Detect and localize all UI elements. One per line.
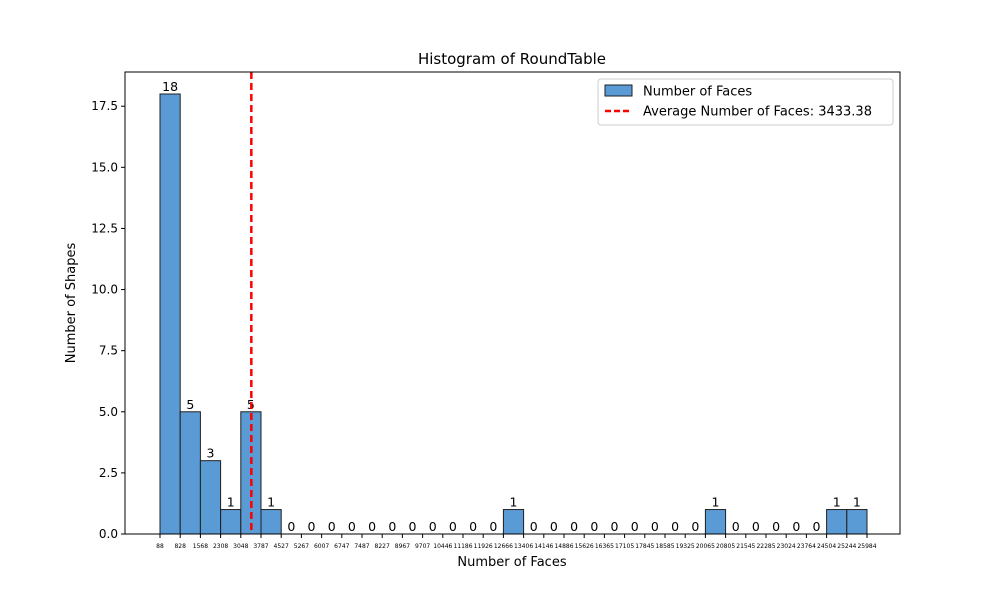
x-tick-label: 19325 [676,543,695,550]
y-tick-label: 7.5 [99,344,118,358]
x-tick-label: 18585 [655,543,674,550]
y-axis-label: Number of Shapes [64,243,79,364]
x-tick-label: 20805 [716,543,735,550]
legend: Number of Faces Average Number of Faces:… [597,78,894,126]
bar-count-label: 0 [732,519,740,534]
plot-frame [124,71,901,535]
x-tick-label: 16365 [595,543,614,550]
legend-bar-swatch [604,84,633,97]
bar-count-label: 0 [792,519,800,534]
bar-count-label: 5 [186,397,194,412]
x-tick-label: 3048 [233,543,248,550]
bar-count-label: 0 [530,519,538,534]
x-tick-label: 17845 [635,543,654,550]
x-tick-label: 15626 [575,543,594,550]
x-tick-label: 21545 [736,543,755,550]
bar-count-label: 0 [651,519,659,534]
x-tick-label: 23764 [797,543,816,550]
bar-count-label: 0 [308,519,316,534]
bar-count-label: 0 [611,519,619,534]
x-tick-label: 25244 [837,543,856,550]
histogram-bar [179,411,201,535]
y-tick-label: 10.0 [91,283,118,297]
x-tick-label: 23024 [777,543,796,550]
bar-count-label: 0 [429,519,437,534]
chart-title: Histogram of RoundTable [418,50,606,68]
y-tick-label: 12.5 [91,221,118,235]
bar-count-label: 0 [813,519,821,534]
x-tick-label: 1568 [193,543,208,550]
x-tick-label: 8967 [395,543,410,550]
bar-count-label: 0 [590,519,598,534]
bar-count-label: 0 [348,519,356,534]
x-tick-label: 9707 [415,543,430,550]
x-tick-label: 6007 [314,543,329,550]
bar-count-label: 0 [671,519,679,534]
x-tick-label: 24504 [817,543,836,550]
bar-count-label: 0 [368,519,376,534]
y-tick-label: 5.0 [99,405,118,419]
bar-count-label: 1 [510,495,518,510]
x-tick-label: 828 [174,543,186,550]
bar-count-label: 0 [570,519,578,534]
x-tick-label: 7487 [354,543,369,550]
histogram-bar [199,460,222,535]
histogram-bar [704,509,727,535]
bar-count-label: 0 [772,519,780,534]
bar-count-label: 0 [469,519,477,534]
x-tick-label: 8227 [375,543,390,550]
bar-count-label: 1 [833,495,841,510]
histogram-bar [159,93,181,535]
x-tick-label: 11186 [453,543,472,550]
x-tick-label: 5267 [294,543,309,550]
x-axis-label: Number of Faces [457,555,566,570]
bar-count-label: 1 [712,495,720,510]
legend-box [597,78,894,126]
x-tick-label: 10446 [433,543,452,550]
histogram-bar [260,509,282,535]
bar-count-label: 3 [207,446,215,461]
bar-count-label: 0 [409,519,417,534]
x-tick-label: 12666 [494,543,513,550]
histogram-bar [502,509,525,535]
x-tick-label: 17105 [615,543,634,550]
bar-count-label: 0 [449,519,457,534]
bar-count-label: 18 [162,79,178,94]
x-tick-label: 22285 [756,543,775,550]
x-tick-label: 6747 [334,543,349,550]
bar-count-label: 0 [388,519,396,534]
x-tick-label: 11926 [474,543,493,550]
y-tick-label: 0.0 [99,527,118,541]
x-tick-label: 14146 [534,543,553,550]
x-tick-label: 2308 [213,543,228,550]
bar-count-label: 0 [691,519,699,534]
x-tick-label: 14886 [554,543,573,550]
x-tick-label: 20065 [696,543,715,550]
x-tick-label: 25984 [857,543,876,550]
bar-count-label: 1 [267,495,275,510]
y-tick-label: 15.0 [91,160,118,174]
bar-count-label: 0 [287,519,295,534]
bar-count-label: 1 [227,495,235,510]
y-tick-label: 2.5 [99,466,118,480]
x-tick-label: 3787 [253,543,268,550]
histogram-bar [220,509,242,535]
x-tick-label: 13406 [514,543,533,550]
y-tick-label: 17.5 [91,99,118,113]
legend-label-average: Average Number of Faces: 3433.38 [643,105,872,120]
bar-count-label: 0 [328,519,336,534]
histogram-bar [826,509,848,535]
plot-area: 0.02.55.07.510.012.515.017.5185315100000… [91,72,877,550]
legend-label-series: Number of Faces [643,85,752,100]
histogram-bar [846,509,868,535]
x-tick-label: 88 [156,543,164,550]
bar-count-label: 0 [550,519,558,534]
x-tick-label: 4527 [274,543,289,550]
bar-count-label: 0 [489,519,497,534]
bar-count-label: 0 [752,519,760,534]
bar-count-label: 1 [853,495,861,510]
bar-count-label: 0 [631,519,639,534]
